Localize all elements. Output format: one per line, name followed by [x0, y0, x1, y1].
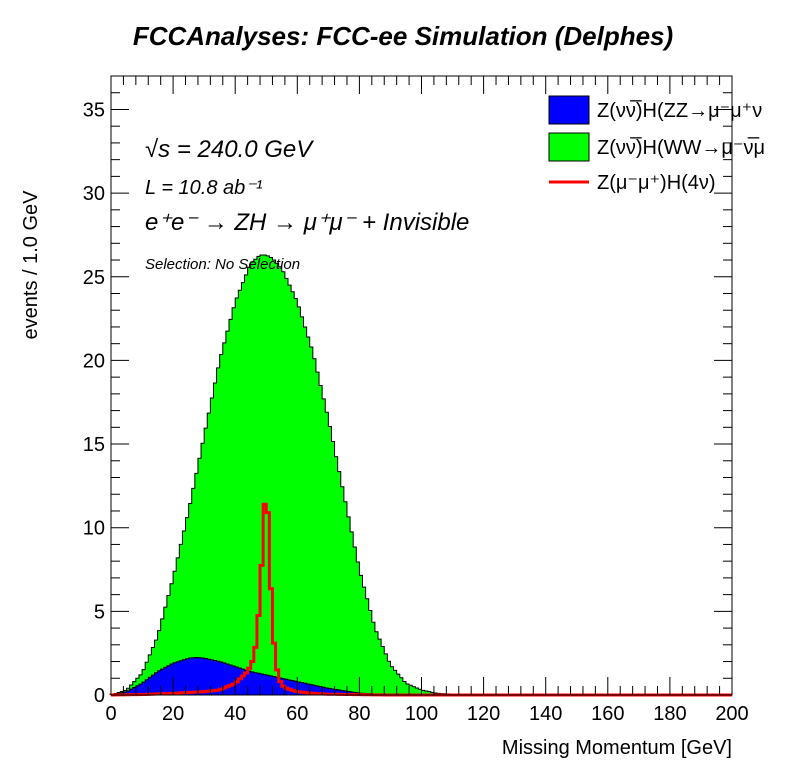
y-tick-label: 20 [83, 350, 105, 372]
y-tick-label: 15 [83, 434, 105, 456]
legend-swatch-0 [548, 132, 590, 162]
x-tick-label: 120 [467, 703, 500, 725]
series-layer [109, 254, 732, 697]
x-tick-label: 40 [224, 703, 246, 725]
x-tick-label: 160 [591, 703, 624, 725]
y-tick-label: 25 [83, 267, 105, 289]
legend: Z(νν̅)H(ZZ→μ⁻μ⁺ν Z(νν̅)H(WW→μ⁻ν̅μ Z(μ⁻μ⁺)H… [548, 95, 765, 194]
x-tick-label: 80 [348, 703, 370, 725]
annotations: √s = 240.0 GeV L = 10.8 ab⁻¹ e⁺e⁻ → ZH →… [145, 136, 469, 273]
y-tick-label: 35 [83, 99, 105, 121]
annotation-sqrt-s: √s = 240.0 GeV [145, 136, 314, 163]
x-tick-label: 20 [162, 703, 184, 725]
x-tick-label: 0 [105, 703, 116, 725]
y-tick-label: 30 [83, 183, 105, 205]
x-tick-label: 200 [715, 703, 748, 725]
x-tick-label: 180 [653, 703, 686, 725]
annotation-process: e⁺e⁻ → ZH → μ⁺μ⁻ + Invisible [145, 209, 469, 236]
x-tick-label: 60 [286, 703, 308, 725]
legend-label-1: Z(νν̅)H(ZZ→μ⁻μ⁺ν [597, 99, 762, 122]
y-tick-label: 0 [94, 685, 105, 707]
x-tick-label: 140 [529, 703, 562, 725]
legend-label-2: Z(μ⁻μ⁺)H(4ν) [597, 172, 716, 194]
annotation-selection: Selection: No Selection [145, 256, 300, 273]
y-tick-label: 5 [94, 601, 105, 623]
axes-layer: 0 20 40 60 80 100 120 140 160 180 200 0 5 10 15 20 25 30 3… [83, 75, 749, 725]
legend-swatch-1 [548, 95, 590, 125]
legend-label-0: Z(νν̅)H(WW→μ⁻ν̅μ [597, 136, 765, 159]
x-axis-label: Missing Momentum [GeV] [502, 737, 732, 759]
chart-title: FCCAnalyses: FCC-ee Simulation (Delphes) [133, 21, 673, 51]
x-tick-label: 100 [405, 703, 438, 725]
annotation-luminosity: L = 10.8 ab⁻¹ [145, 177, 263, 199]
series-0-histogram [110, 254, 732, 696]
y-axis-label: events / 1.0 GeV [20, 190, 42, 340]
y-tick-label: 10 [83, 518, 105, 540]
